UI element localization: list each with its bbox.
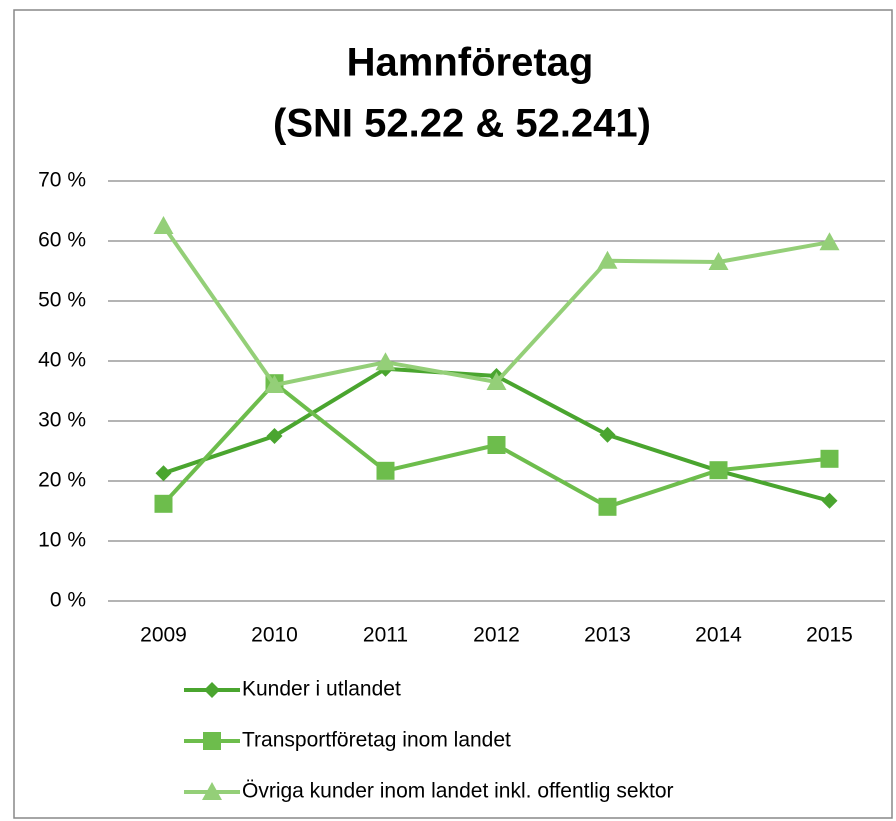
x-tick-label: 2013 — [584, 624, 631, 647]
marker — [264, 375, 285, 393]
y-tick-label: 0 % — [50, 589, 86, 612]
marker — [486, 372, 507, 390]
marker — [375, 352, 396, 371]
chart-title: Hamnföretag — [347, 41, 594, 85]
y-tick-label: 70 % — [38, 169, 86, 192]
marker — [820, 449, 839, 468]
marker — [598, 497, 617, 516]
legend-label: Transportföretag inom landet — [242, 729, 511, 752]
x-tick-label: 2014 — [695, 624, 742, 647]
y-tick-label: 30 % — [38, 409, 86, 432]
y-tick-label: 10 % — [38, 529, 86, 552]
y-tick-label: 20 % — [38, 469, 86, 492]
marker — [709, 461, 728, 480]
marker — [487, 436, 506, 454]
marker — [266, 428, 283, 444]
marker — [708, 252, 729, 270]
marker — [599, 426, 616, 443]
x-tick-label: 2015 — [806, 624, 853, 647]
marker — [155, 465, 172, 482]
marker — [153, 216, 174, 234]
legend-label: Övriga kunder inom landet inkl. offentli… — [242, 780, 674, 803]
marker — [819, 232, 840, 251]
marker — [154, 494, 173, 513]
x-tick-label: 2009 — [140, 624, 187, 647]
chart-title: (SNI 52.22 & 52.241) — [273, 102, 651, 146]
y-tick-label: 40 % — [38, 349, 86, 372]
y-tick-label: 60 % — [38, 229, 86, 252]
y-tick-label: 50 % — [38, 289, 86, 312]
legend-label: Kunder i utlandet — [242, 678, 401, 701]
marker — [376, 461, 395, 480]
legend-marker — [204, 682, 220, 698]
legend-marker — [202, 782, 222, 800]
marker — [597, 250, 618, 269]
x-tick-label: 2010 — [251, 624, 298, 647]
chart-border — [13, 9, 893, 819]
legend-marker — [203, 732, 221, 750]
x-tick-label: 2012 — [473, 624, 520, 647]
marker — [821, 492, 838, 509]
x-tick-label: 2011 — [363, 624, 408, 647]
